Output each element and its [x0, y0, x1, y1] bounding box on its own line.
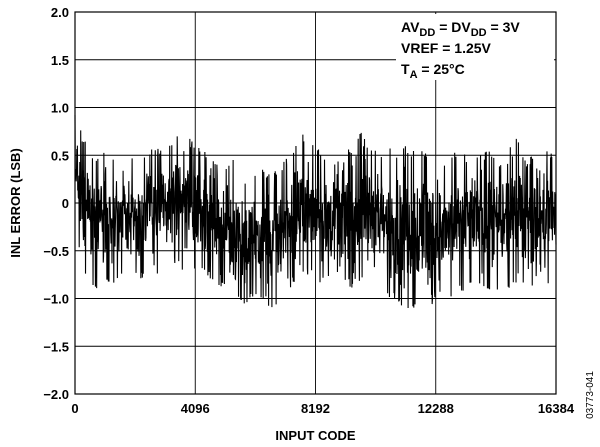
x-tick-label: 16384 [538, 401, 575, 416]
inl-trace [74, 115, 557, 309]
annotation-temp: TA = 25°C [401, 61, 465, 81]
x-tick-label: 8192 [301, 401, 330, 416]
y-tick-label: −2.0 [43, 387, 69, 402]
y-tick-label: 1.5 [51, 53, 69, 68]
annotation-background [396, 14, 554, 80]
y-tick-label: −0.5 [43, 244, 69, 259]
figure-id: 03773-041 [585, 371, 596, 419]
y-axis-ticks: 2.0 1.5 1.0 0.5 0 −0.5 −1.0 −1.5 −2.0 [43, 5, 69, 402]
y-tick-label: −1.0 [43, 292, 69, 307]
y-tick-label: 2.0 [51, 5, 69, 20]
x-tick-label: 4096 [181, 401, 210, 416]
annotation-vref: VREF = 1.25V [401, 40, 492, 56]
y-axis-label: INL ERROR (LSB) [8, 148, 23, 258]
y-tick-label: 1.0 [51, 101, 69, 116]
inl-series-line [74, 115, 557, 309]
y-tick-label: −1.5 [43, 339, 69, 354]
x-axis-ticks: 0 4096 8192 12288 16384 [71, 401, 574, 416]
y-tick-label: 0 [62, 196, 69, 211]
annotation-supply: AVDD = DVDD = 3V [401, 19, 520, 39]
x-tick-label: 0 [71, 401, 78, 416]
y-tick-label: 0.5 [51, 148, 69, 163]
plot-frame [74, 11, 557, 395]
x-axis-label: INPUT CODE [275, 428, 356, 443]
x-tick-label: 12288 [418, 401, 454, 416]
